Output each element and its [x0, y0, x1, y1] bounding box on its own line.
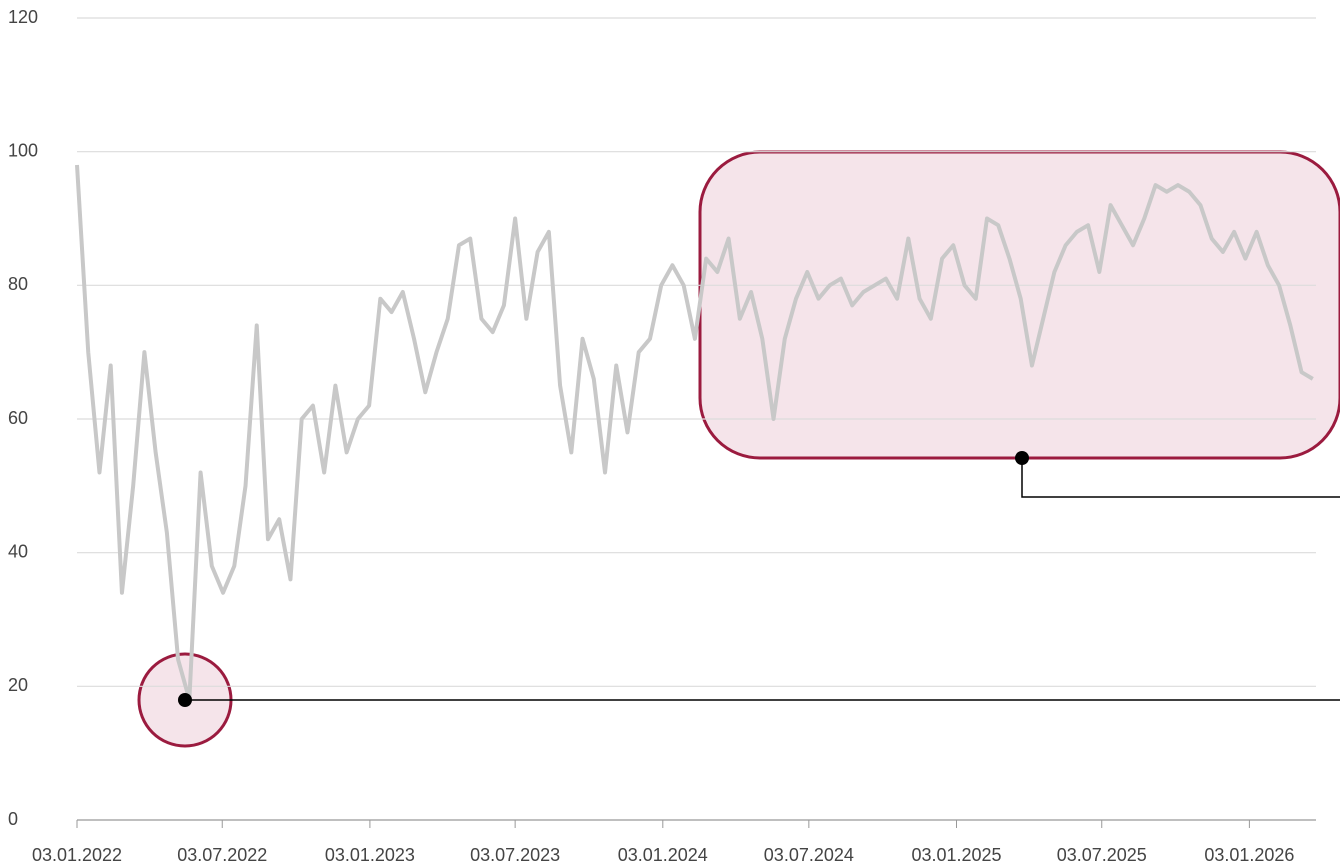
y-tick-label: 60 [8, 408, 28, 428]
y-tick-label: 20 [8, 675, 28, 695]
x-tick-label: 03.07.2025 [1057, 845, 1147, 865]
x-tick-label: 03.01.2023 [325, 845, 415, 865]
x-tick-label: 03.01.2022 [32, 845, 122, 865]
data-line [75, 164, 1314, 702]
connector [1021, 458, 1340, 498]
x-tick-label: 03.07.2024 [764, 845, 854, 865]
x-tick-label: 03.07.2023 [470, 845, 560, 865]
plot: 0 20 40 60 80 100 120 03.01.2022 03.07.2022 03.01… [8, 7, 1316, 865]
x-tick-label: 03.01.2026 [1204, 845, 1294, 865]
x-tick-label: 03.01.2024 [618, 845, 708, 865]
y-tick-label: 0 [8, 809, 18, 829]
connector-dot [178, 693, 192, 707]
y-tick-label: 40 [8, 541, 28, 561]
y-tick-label: 80 [8, 274, 28, 294]
y-tick-label: 100 [8, 140, 38, 160]
connector-dot [1015, 451, 1029, 465]
x-tick-label: 03.07.2022 [177, 845, 267, 865]
y-tick-label: 120 [8, 7, 38, 27]
x-tick-label: 03.01.2025 [911, 845, 1001, 865]
